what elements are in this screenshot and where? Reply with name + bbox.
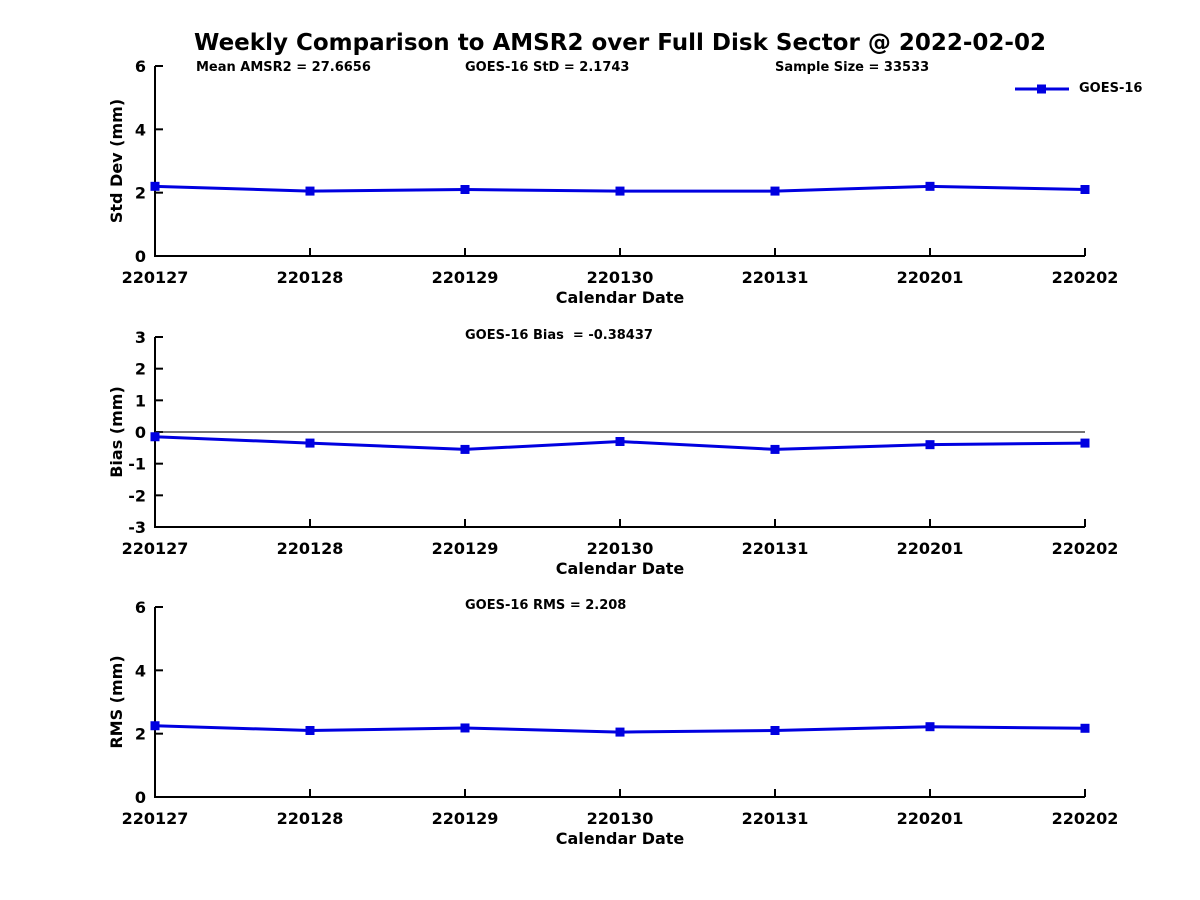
bias-chart: -3 -2 -1 0 1 2 3 220127 220128 220129 220130 220131… <box>122 328 1119 578</box>
annotation-goes16-bias: GOES-16 Bias = -0.38437 <box>465 328 653 343</box>
y-tick-label: 4 <box>135 661 146 680</box>
x-tick-label: 220130 <box>587 268 654 287</box>
data-point <box>460 723 470 733</box>
y-tick-label: 2 <box>135 725 146 744</box>
data-point <box>305 186 315 196</box>
axis <box>154 607 1085 798</box>
data-point <box>925 440 935 450</box>
std-dev-chart: 0 2 4 6 220127 220128 220129 220130 220131 220201… <box>122 57 1119 307</box>
x-tick-label: 220127 <box>122 539 189 558</box>
data-point <box>305 438 315 448</box>
y-tick-label: 2 <box>135 360 146 379</box>
y-tick-label: 0 <box>135 788 146 807</box>
x-tick-label: 220129 <box>432 268 499 287</box>
x-tick-label: 220131 <box>742 809 809 828</box>
x-axis-title: Calendar Date <box>556 288 685 307</box>
x-tick-label: 220128 <box>277 539 344 558</box>
data-point <box>305 726 315 735</box>
data-point <box>925 722 935 732</box>
y-tick-label: -2 <box>128 486 146 505</box>
y-tick-label: 1 <box>135 391 146 410</box>
y-tick-label: 3 <box>135 328 146 347</box>
x-tick-label: 220130 <box>587 539 654 558</box>
data-point <box>770 186 780 196</box>
figure-title: Weekly Comparison to AMSR2 over Full Dis… <box>194 30 1046 56</box>
data-point <box>615 437 625 446</box>
x-tick-label: 220202 <box>1052 809 1119 828</box>
x-tick-label: 220202 <box>1052 539 1119 558</box>
y-tick-label: 4 <box>135 120 146 139</box>
x-tick-label: 220201 <box>897 809 964 828</box>
x-axis-title: Calendar Date <box>556 829 685 848</box>
annotation-sample-size: Sample Size = 33533 <box>775 60 930 75</box>
data-point <box>150 721 160 731</box>
data-point <box>1080 723 1090 733</box>
rms-chart: 0 2 4 6 220127 220128 220129 220130 220131 220201… <box>122 598 1119 848</box>
annotation-mean-amsr2: Mean AMSR2 = 27.6656 <box>196 60 371 75</box>
legend-label: GOES-16 <box>1079 81 1143 96</box>
y-tick-label: 6 <box>135 598 146 617</box>
data-point <box>770 444 780 454</box>
annotation-goes16-std: GOES-16 StD = 2.1743 <box>465 60 630 75</box>
y-tick-label: -1 <box>128 455 146 474</box>
data-point <box>150 432 160 442</box>
data-point <box>1080 438 1090 448</box>
data-point <box>460 444 470 454</box>
x-tick-label: 220202 <box>1052 268 1119 287</box>
x-tick-label: 220129 <box>432 809 499 828</box>
x-tick-label: 220127 <box>122 268 189 287</box>
data-point <box>1080 185 1090 194</box>
x-tick-label: 220131 <box>742 539 809 558</box>
x-axis-title: Calendar Date <box>556 559 685 578</box>
y-tick-label: 6 <box>135 57 146 76</box>
data-point <box>770 726 780 735</box>
legend: GOES-16 <box>1013 81 1142 96</box>
y-tick-label: 2 <box>135 184 146 203</box>
x-tick-label: 220127 <box>122 809 189 828</box>
data-point <box>150 181 160 191</box>
y-tick-label: 0 <box>135 247 146 266</box>
data-point <box>615 727 625 737</box>
x-tick-label: 220131 <box>742 268 809 287</box>
data-point <box>460 185 470 194</box>
data-point <box>925 181 935 191</box>
axis <box>154 66 1085 257</box>
x-tick-label: 220128 <box>277 268 344 287</box>
annotation-goes16-rms: GOES-16 RMS = 2.208 <box>465 598 627 613</box>
x-tick-label: 220129 <box>432 539 499 558</box>
y-tick-label: 0 <box>135 423 146 442</box>
x-tick-label: 220128 <box>277 809 344 828</box>
legend-marker-icon <box>1015 84 1069 93</box>
y-tick-label: -3 <box>128 518 146 537</box>
x-tick-label: 220201 <box>897 268 964 287</box>
x-tick-label: 220201 <box>897 539 964 558</box>
x-tick-label: 220130 <box>587 809 654 828</box>
data-point <box>615 186 625 196</box>
